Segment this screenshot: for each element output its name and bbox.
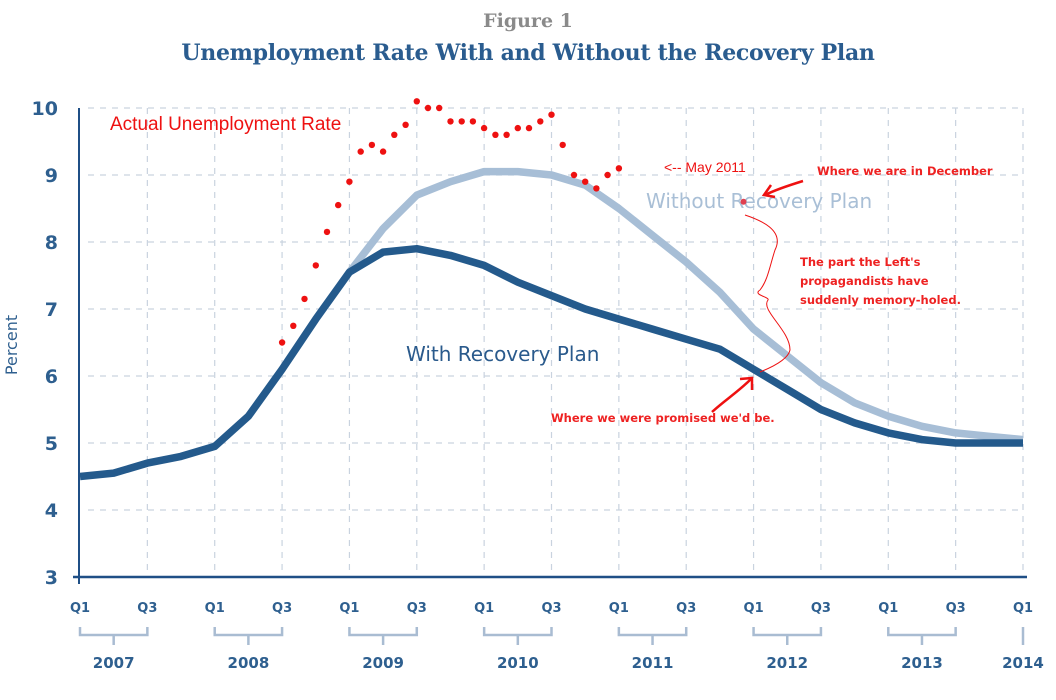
y-tick-label: 8 (45, 232, 58, 254)
year-label: 2010 (497, 654, 539, 672)
y-tick-label: 9 (45, 165, 58, 187)
x-tick-label: Q1 (339, 601, 359, 616)
actual-rate-dot (436, 104, 443, 112)
x-tick-label: Q1 (474, 601, 494, 616)
actual-rate-dot (413, 98, 420, 105)
x-tick-label: Q3 (946, 601, 966, 616)
actual-rate-dot (301, 295, 308, 303)
memory-holed-line-2: propagandists have (800, 274, 929, 288)
x-tick-label: Q1 (744, 601, 764, 616)
x-tick-label: Q1 (70, 601, 90, 616)
figure-label: Figure 1 (483, 10, 573, 32)
year-bracket (213, 627, 284, 645)
year-bracket (752, 627, 823, 645)
year-label: 2012 (766, 654, 808, 672)
memory-hole-squiggle (744, 214, 791, 373)
actual-dots (278, 98, 623, 346)
actual-rate-dot (480, 124, 488, 132)
actual-rate-dot (582, 178, 589, 185)
actual-rate-dot (593, 185, 600, 192)
y-tick-label: 5 (45, 433, 58, 455)
memory-holed-line-3: suddenly memory-holed. (800, 293, 961, 307)
actual-rate-dot (312, 262, 319, 269)
actual-rate-dot (503, 131, 510, 138)
actual-rate-dot (278, 339, 286, 346)
x-tick-label: Q1 (205, 601, 225, 616)
december-arrow-icon (761, 179, 804, 199)
actual-rate-dot (469, 118, 477, 125)
actual-rate-dot (492, 131, 499, 138)
year-label: 2013 (901, 654, 943, 672)
series-lines (79, 167, 1024, 481)
year-label: 2011 (632, 654, 674, 672)
y-tick-label: 6 (45, 366, 58, 388)
actual-rate-dot (604, 171, 611, 179)
y-tick-label: 7 (45, 299, 58, 321)
actual-rate-dot (323, 228, 331, 236)
x-tick-label: Q1 (1013, 601, 1033, 616)
y-tick-label: 4 (45, 500, 58, 522)
actual-rate-dot (402, 121, 409, 128)
x-tick-label: Q3 (676, 601, 696, 616)
y-tick-labels: 3 4 5 6 7 8 9 10 (32, 98, 58, 589)
may-2011-annotation: <-- May 2011 (664, 159, 746, 175)
axes (73, 108, 1027, 584)
x-tick-label: Q1 (609, 601, 629, 616)
actual-rate-dot (335, 201, 342, 209)
year-label: 2007 (93, 654, 135, 672)
without-plan-line (346, 167, 1024, 444)
chart-title: Unemployment Rate With and Without the R… (181, 40, 875, 66)
promised-annotation: Where we were promised we'd be. (551, 411, 775, 425)
x-tick-labels: Q1 Q3 Q1 Q3 Q1 Q3 Q1 Q3 Q1 Q3 Q1 Q3 Q1 Q3 Q1 2007 2008 20… (70, 601, 1044, 672)
actual-rate-dot (346, 178, 353, 185)
without-plan-label: Without Recovery Plan (646, 189, 872, 213)
x-tick-label: Q1 (878, 601, 898, 616)
actual-rate-dot (525, 124, 533, 132)
actual-rate-dot (368, 141, 376, 149)
year-label: 2009 (362, 654, 404, 672)
actual-rate-dot (514, 124, 521, 132)
with-plan-label: With Recovery Plan (406, 342, 599, 366)
actual-rate-dot (537, 118, 544, 125)
year-bracket (482, 627, 553, 645)
actual-rate-dot (615, 165, 623, 172)
december-point (740, 198, 747, 205)
year-label: 2014 (1002, 654, 1044, 672)
actual-rate-dot (290, 322, 297, 329)
y-tick-label: 10 (32, 98, 58, 120)
actual-rate-label: Actual Unemployment Rate (110, 114, 341, 135)
memory-holed-line-1: The part the Left's (800, 255, 921, 269)
year-bracket (78, 627, 149, 645)
x-tick-label: Q3 (272, 601, 292, 616)
actual-rate-dot (424, 104, 432, 112)
actual-rate-dot (447, 118, 454, 125)
promised-arrow-icon (711, 376, 754, 413)
year-label: 2008 (228, 654, 270, 672)
actual-rate-dot (391, 131, 398, 138)
actual-rate-dot (559, 141, 566, 149)
actual-rate-dot (379, 148, 387, 155)
actual-rate-dot (548, 111, 555, 118)
y-tick-label: 3 (45, 567, 58, 589)
y-axis-label: Percent (2, 315, 21, 375)
x-tick-label: Q3 (407, 601, 427, 616)
actual-rate-dot (357, 148, 364, 155)
actual-rate-dot (458, 118, 465, 125)
december-annotation: Where we are in December (817, 164, 993, 178)
with-plan-line (79, 244, 1023, 481)
x-tick-label: Q3 (541, 601, 561, 616)
actual-rate-dot (570, 171, 578, 179)
year-bracket (617, 627, 688, 645)
x-tick-label: Q3 (137, 601, 157, 616)
x-tick-label: Q3 (811, 601, 831, 616)
year-bracket (348, 627, 419, 645)
year-bracket (887, 627, 957, 645)
